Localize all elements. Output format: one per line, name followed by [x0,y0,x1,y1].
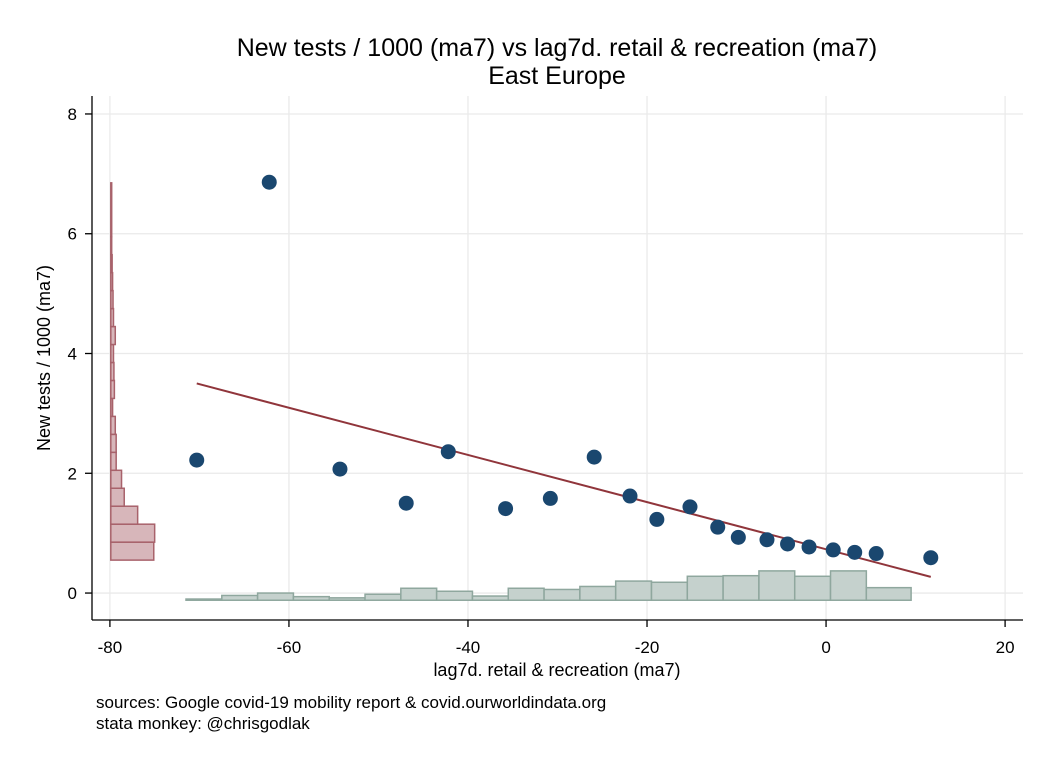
y-axis-label: New tests / 1000 (ma7) [34,265,54,451]
scatter-point [622,488,638,504]
scatter-point [847,544,863,560]
x-histogram-bar [543,588,581,601]
y-tick-label: 2 [68,464,77,483]
y-tick-label: 0 [68,584,77,603]
x-histogram-bar [579,585,617,601]
y-histogram-bar [110,253,113,274]
x-tick-label: -80 [98,638,123,657]
y-histogram-bar [110,433,117,454]
scatter-point [189,452,205,468]
scatter-point [498,501,514,517]
y-tick-label: 8 [68,105,77,124]
y-axis-ticks: 0 2 4 6 8 [68,105,92,603]
scatter-point [440,444,456,460]
y-histogram-bar [110,271,114,292]
x-histogram-bar [650,581,689,601]
scatter-point [398,495,414,511]
y-histogram-bar [110,182,113,238]
scatter-point [801,539,817,555]
x-histogram-bar [865,586,912,601]
x-tick-label: -60 [277,638,302,657]
chart-title: New tests / 1000 (ma7) vs lag7d. retail … [237,34,878,62]
x-histogram-bar [686,575,724,601]
y-histogram-bar [110,325,117,346]
scatter-point [923,550,939,566]
gridlines [92,96,1023,620]
x-axis-label: lag7d. retail & recreation (ma7) [433,660,680,680]
y-histogram-bar [110,505,139,525]
y-histogram-bar [110,397,114,418]
scatter-point [825,542,841,558]
y-histogram-bar [110,415,117,436]
y-histogram-bar [110,487,125,507]
y-histogram-bar [110,469,123,490]
fit-line [196,382,932,578]
y-histogram-bar [110,307,115,328]
x-tick-label: -20 [635,638,660,657]
scatter-point [332,461,348,477]
y-tick-label: 6 [68,225,77,244]
fit-line-layer [196,382,932,578]
x-histogram [185,570,912,601]
y-histogram-bar [110,343,115,364]
y-histogram-bar [110,379,116,400]
x-histogram-bar [507,587,545,601]
scatter-point [649,511,665,527]
x-histogram-bar [758,570,796,601]
x-histogram-bar [292,595,330,601]
x-histogram-bar [829,570,868,601]
y-histogram-bar [110,361,115,382]
y-histogram-bar [110,451,117,472]
source-note: sources: Google covid-19 mobility report… [96,693,606,712]
y-tick-label: 4 [68,345,77,364]
x-tick-label: 20 [996,638,1015,657]
scatter-point [780,536,796,552]
y-histogram-bar [110,523,156,543]
scatter-point [710,519,726,535]
x-histogram-bar [185,598,223,601]
x-histogram-bar [328,597,366,601]
x-histogram-bar [614,580,653,601]
author-note: stata monkey: @chrisgodlak [96,714,310,733]
chart-subtitle: East Europe [488,62,626,90]
scatter-points [189,174,939,566]
x-tick-label: -40 [456,638,481,657]
scatter-point [586,449,602,465]
x-histogram-bar [722,574,760,601]
x-axis-ticks: -80 -60 -40 -20 0 20 [98,620,1015,657]
scatter-point [261,174,277,190]
x-histogram-bar [400,587,438,601]
y-histogram-bar [110,235,113,256]
scatter-point [759,532,775,548]
x-histogram-bar [256,592,295,601]
x-histogram-bar [364,593,402,601]
x-histogram-bar [221,594,259,601]
y-histogram-bar [110,289,114,310]
scatter-point [730,529,746,545]
x-tick-label: 0 [821,638,830,657]
x-histogram-bar [471,595,510,601]
y-histogram [110,182,156,561]
scatter-point [868,546,884,562]
scatter-point [682,499,698,515]
scatter-point [542,490,558,506]
x-histogram-bar [793,575,832,601]
x-histogram-bar [435,590,474,601]
y-histogram-bar [110,541,155,561]
